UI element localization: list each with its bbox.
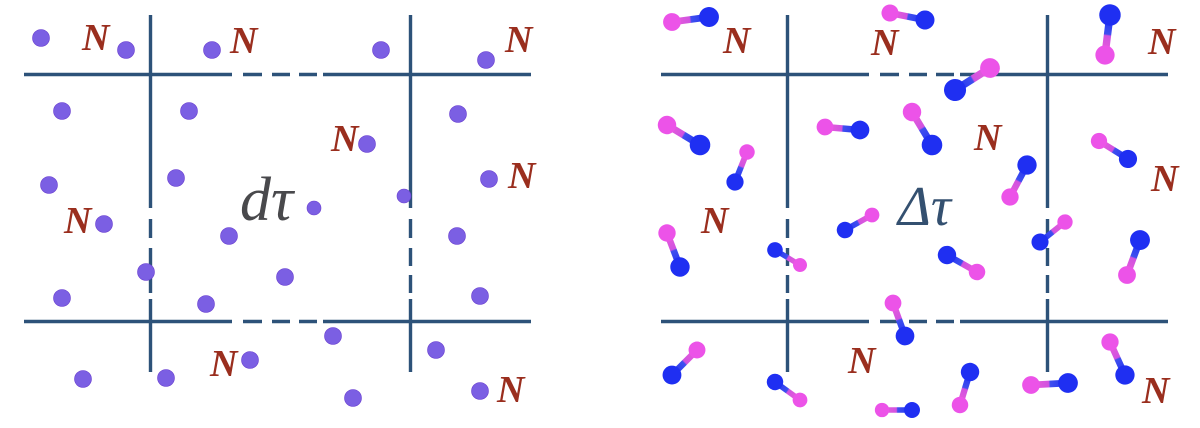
- svg-text:N: N: [870, 22, 900, 64]
- svg-text:N: N: [209, 343, 239, 385]
- svg-text:N: N: [700, 200, 730, 242]
- svg-text:Δτ: Δτ: [896, 176, 953, 238]
- svg-text:N: N: [1141, 370, 1171, 412]
- svg-text:N: N: [1147, 21, 1177, 63]
- svg-text:N: N: [496, 369, 526, 411]
- svg-text:N: N: [63, 200, 93, 242]
- svg-text:dτ: dτ: [240, 166, 296, 234]
- svg-text:N: N: [504, 19, 534, 61]
- svg-text:N: N: [507, 155, 537, 197]
- svg-text:N: N: [1150, 158, 1180, 200]
- svg-text:N: N: [81, 17, 111, 59]
- svg-text:N: N: [229, 20, 259, 62]
- svg-text:N: N: [973, 117, 1003, 159]
- svg-text:N: N: [330, 118, 360, 160]
- svg-text:N: N: [847, 340, 877, 382]
- svg-text:N: N: [722, 20, 752, 62]
